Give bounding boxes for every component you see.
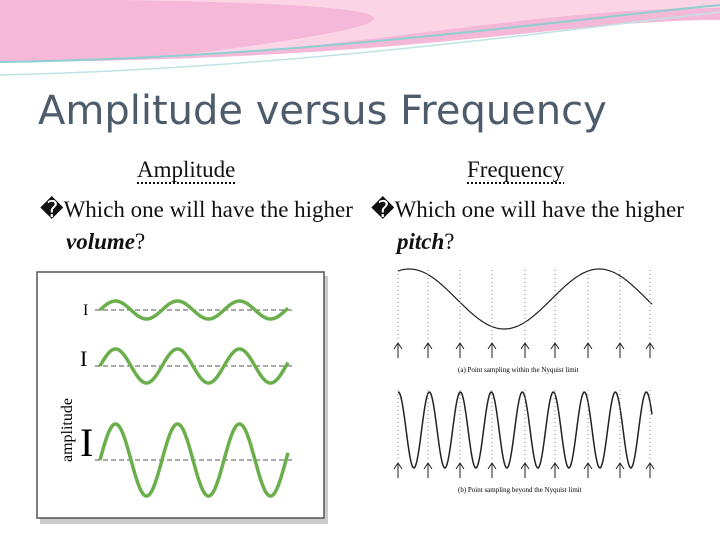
- column-heading: Amplitude: [137, 157, 236, 182]
- arrow: [550, 342, 560, 358]
- arrow: [487, 462, 497, 478]
- bullet: �: [40, 197, 64, 222]
- arrow: [615, 462, 625, 478]
- arrow: [393, 342, 403, 358]
- arrow: [423, 342, 433, 358]
- arrow: [615, 342, 625, 358]
- marker: I: [80, 346, 87, 371]
- question-text: Which one will have the higher: [394, 197, 684, 222]
- question-emphasis: volume: [66, 229, 135, 254]
- arrow: [550, 462, 560, 478]
- bullet: �: [371, 197, 395, 222]
- column-heading: Frequency: [467, 157, 565, 182]
- question-emphasis: pitch: [397, 229, 445, 254]
- axis-label: amplitude: [59, 398, 76, 462]
- arrow: [455, 462, 465, 478]
- arrow: [645, 462, 655, 478]
- amplitude-figure: [36, 271, 325, 519]
- wave: [98, 347, 290, 385]
- arrow: [423, 462, 433, 478]
- slide-title: Amplitude versus Frequency: [38, 88, 607, 134]
- wave: [397, 391, 653, 469]
- caption: (a) Point sampling within the Nyquist li…: [458, 366, 579, 374]
- arrow: [520, 462, 530, 478]
- question: �Which one will have the higher pitch?: [371, 194, 717, 258]
- marker: I: [83, 302, 88, 319]
- arrow: [583, 462, 593, 478]
- arrow: [520, 342, 530, 358]
- question-text: Which one will have the higher: [63, 197, 353, 222]
- question-text: ?: [135, 229, 146, 254]
- question-text: ?: [444, 229, 455, 254]
- wave: [98, 299, 290, 321]
- arrow: [645, 342, 655, 358]
- arrow: [455, 342, 465, 358]
- question: �Which one will have the higher volume?: [40, 194, 386, 258]
- caption: (b) Point sampling beyond the Nyquist li…: [458, 486, 582, 494]
- top-decoration: [0, 0, 720, 76]
- arrow: [393, 462, 403, 478]
- wave: [98, 422, 290, 498]
- arrow: [487, 342, 497, 358]
- arrow: [583, 342, 593, 358]
- marker: I: [80, 420, 93, 465]
